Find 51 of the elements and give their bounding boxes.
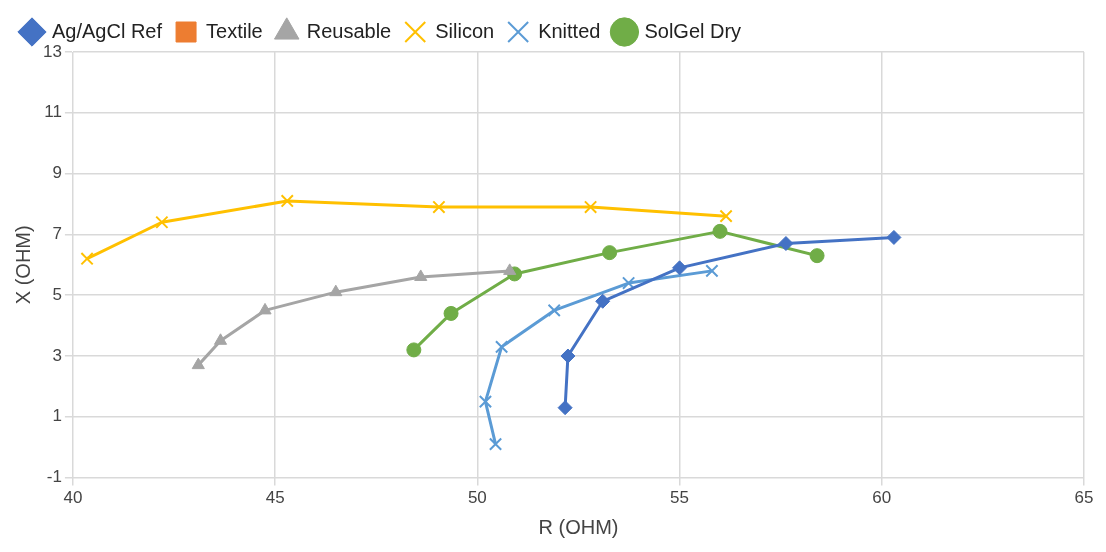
point bbox=[886, 229, 902, 245]
point bbox=[414, 269, 428, 281]
y-tick-label: 3 bbox=[52, 345, 62, 365]
y-tick-label: -1 bbox=[46, 467, 62, 487]
point bbox=[809, 248, 825, 264]
x-tick-label: 60 bbox=[872, 488, 892, 508]
point bbox=[719, 209, 733, 223]
point bbox=[705, 264, 719, 278]
point bbox=[488, 437, 503, 451]
y-axis-title: X (OHM) bbox=[11, 225, 34, 305]
x-tick-label: 55 bbox=[670, 488, 690, 508]
y-tick-label: 1 bbox=[52, 406, 62, 426]
legend-label: Ag/AgCl Ref bbox=[52, 19, 163, 42]
point bbox=[712, 223, 728, 239]
point bbox=[778, 236, 794, 252]
point bbox=[213, 333, 228, 345]
x-tick-label: 65 bbox=[1074, 488, 1094, 508]
point bbox=[258, 302, 272, 315]
y-tick-label: 5 bbox=[52, 284, 62, 304]
point bbox=[80, 252, 94, 266]
point bbox=[557, 400, 573, 416]
point bbox=[478, 394, 493, 409]
point bbox=[583, 200, 598, 214]
point bbox=[443, 305, 459, 321]
legend-label: Silicon bbox=[435, 19, 495, 42]
point bbox=[329, 284, 343, 297]
point bbox=[595, 293, 611, 309]
point bbox=[191, 357, 205, 370]
y-tick-label: 9 bbox=[52, 163, 62, 183]
x-tick-label: 45 bbox=[265, 488, 285, 508]
y-tick-label: 7 bbox=[52, 224, 62, 244]
point bbox=[406, 342, 422, 358]
point bbox=[547, 303, 561, 318]
point bbox=[432, 200, 446, 214]
legend-label: Textile bbox=[206, 19, 263, 42]
point bbox=[503, 263, 517, 275]
legend-label: Reusable bbox=[306, 19, 392, 42]
point bbox=[494, 340, 509, 354]
point bbox=[672, 260, 688, 276]
y-tick-label: 11 bbox=[44, 102, 62, 122]
point bbox=[621, 276, 636, 290]
y-tick-label: 13 bbox=[42, 41, 62, 61]
point bbox=[155, 215, 169, 229]
point bbox=[560, 348, 576, 364]
legend-label: SolGel Dry bbox=[644, 19, 742, 42]
point bbox=[280, 194, 294, 208]
x-tick-label: 50 bbox=[467, 488, 487, 508]
x-tick-label: 40 bbox=[63, 488, 83, 508]
point bbox=[602, 245, 618, 261]
legend-label: Knitted bbox=[538, 19, 601, 42]
x-axis-title: R (OHM) bbox=[538, 515, 619, 538]
